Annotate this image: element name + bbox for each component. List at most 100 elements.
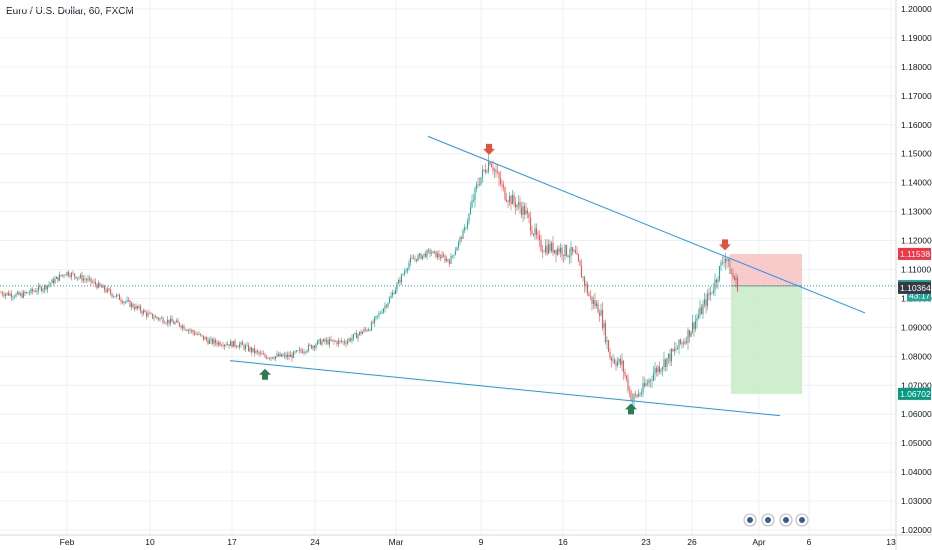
candle-body [694, 320, 697, 330]
candle-body [163, 322, 166, 324]
candle-body [174, 322, 176, 324]
candle-body [105, 290, 107, 293]
candle-body [121, 301, 124, 303]
candle-body [177, 320, 179, 323]
y-tick-label: 1.11000 [901, 265, 931, 275]
candle-body [16, 292, 19, 294]
candle-body [352, 334, 355, 339]
candle-body [291, 354, 293, 358]
candle-body [171, 318, 173, 322]
candle-body [249, 347, 251, 351]
candle-body [64, 275, 67, 276]
candle-body [505, 199, 508, 202]
candle-body [511, 195, 514, 205]
candle-body [618, 358, 620, 362]
candle-body [270, 357, 272, 359]
candle-body [369, 329, 371, 331]
candle-body [252, 348, 254, 352]
candle-body [55, 276, 58, 279]
candle-body [63, 274, 65, 276]
candle-body [540, 239, 542, 251]
candle-body [157, 318, 160, 320]
candle-body [646, 383, 649, 384]
candle-body [478, 184, 481, 186]
candle-body [612, 359, 614, 361]
candle-body [541, 250, 544, 252]
candle-body [240, 342, 242, 345]
candle-body [21, 293, 23, 298]
candle-body [24, 291, 26, 294]
candle-body [597, 303, 599, 313]
candle-body [118, 294, 121, 300]
candle-body [271, 357, 274, 359]
price-tag-label: 1.10364 [900, 283, 931, 293]
candle-body [642, 383, 644, 393]
candle-body [673, 348, 676, 352]
candle-body [577, 254, 580, 261]
price-tag-label: 1.11538 [900, 249, 930, 259]
candle-body [160, 318, 163, 319]
candle-body [591, 296, 593, 304]
trendlines[interactable] [229, 135, 866, 417]
candle-body [687, 330, 689, 343]
candle-body [525, 210, 527, 215]
candle-body [616, 361, 619, 366]
candle-body [496, 172, 499, 173]
candle-body [387, 302, 389, 307]
candle-body [153, 317, 155, 319]
candle-body [535, 228, 538, 236]
candle-body [420, 253, 422, 259]
candle-body [168, 319, 170, 324]
candle-body [574, 250, 577, 253]
candle-body [117, 294, 119, 296]
candle-body [423, 253, 425, 256]
candle-body [579, 260, 581, 266]
x-tick-label: 13 [886, 537, 896, 547]
candle-body [292, 351, 295, 358]
candle-body [246, 345, 248, 346]
x-tick-label: 26 [687, 537, 697, 547]
candle-body [492, 167, 494, 171]
candle-body [474, 188, 476, 201]
candle-body [295, 350, 298, 353]
candle-body [151, 313, 154, 319]
candle-body [624, 371, 626, 376]
candle-body [147, 313, 149, 317]
candle-body [69, 275, 71, 277]
candle-body [364, 329, 367, 330]
candle-body [33, 291, 35, 292]
candle-body [307, 344, 310, 351]
candle-body [534, 228, 536, 235]
take-profit-zone [731, 285, 802, 394]
candle-body [648, 379, 650, 384]
candle-body [241, 342, 244, 345]
candle-body [0, 292, 2, 294]
candle-body [7, 292, 10, 296]
candle-body [226, 344, 229, 346]
candle-body [712, 289, 715, 293]
candle-body [276, 354, 278, 357]
candle-body [328, 339, 331, 345]
candle-body [204, 337, 206, 340]
candle-body [255, 350, 257, 353]
candle-body [130, 303, 133, 307]
candle-body [220, 345, 223, 347]
candle-body [690, 331, 692, 337]
candle-body [486, 171, 488, 173]
candle-body [538, 236, 541, 240]
candle-body [709, 292, 712, 296]
candle-body [553, 249, 556, 253]
candle-body [388, 298, 391, 303]
candle-body [586, 284, 589, 294]
candle-body [454, 250, 457, 255]
candle-body [733, 277, 736, 281]
candle-body [705, 299, 707, 307]
candle-body [580, 265, 583, 278]
candle-body [337, 340, 340, 345]
candle-body [421, 255, 424, 259]
candle-body [528, 213, 530, 218]
candle-body [190, 330, 193, 331]
candle-body [267, 357, 269, 359]
candle-body [666, 358, 668, 367]
